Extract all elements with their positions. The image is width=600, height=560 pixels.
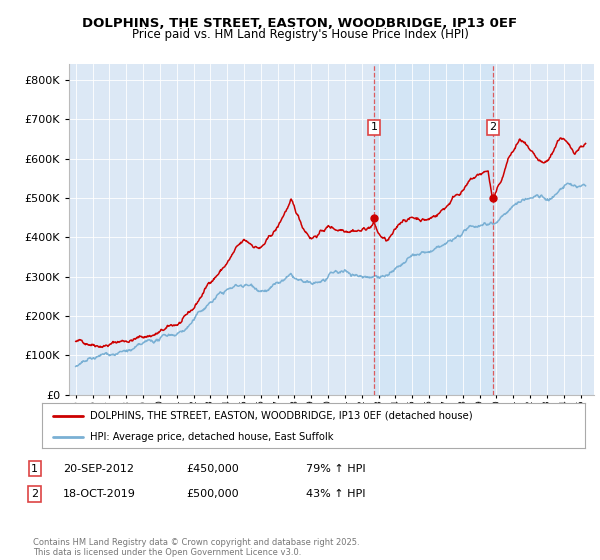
Text: £500,000: £500,000 [186,489,239,499]
Text: 1: 1 [370,122,377,132]
Text: 79% ↑ HPI: 79% ↑ HPI [306,464,365,474]
Bar [374,64,493,395]
Text: 43% ↑ HPI: 43% ↑ HPI [306,489,365,499]
Text: HPI: Average price, detached house, East Suffolk: HPI: Average price, detached house, East… [90,432,333,442]
Text: Price paid vs. HM Land Registry's House Price Index (HPI): Price paid vs. HM Land Registry's House … [131,28,469,41]
Text: 2: 2 [31,489,38,499]
Text: Contains HM Land Registry data © Crown copyright and database right 2025.
This d: Contains HM Land Registry data © Crown c… [33,538,359,557]
Text: 18-OCT-2019: 18-OCT-2019 [63,489,136,499]
Text: 1: 1 [31,464,38,474]
Text: 2: 2 [490,122,496,132]
Text: DOLPHINS, THE STREET, EASTON, WOODBRIDGE, IP13 0EF (detached house): DOLPHINS, THE STREET, EASTON, WOODBRIDGE… [90,410,472,421]
Text: £450,000: £450,000 [186,464,239,474]
Text: 20-SEP-2012: 20-SEP-2012 [63,464,134,474]
Text: DOLPHINS, THE STREET, EASTON, WOODBRIDGE, IP13 0EF: DOLPHINS, THE STREET, EASTON, WOODBRIDGE… [82,17,518,30]
